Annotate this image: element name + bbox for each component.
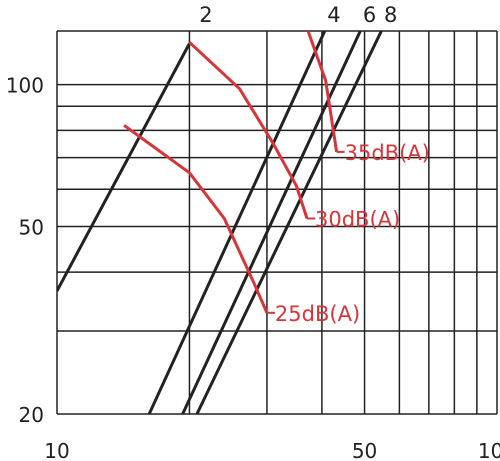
series-lines bbox=[57, 31, 383, 414]
grid bbox=[56, 30, 498, 415]
y-tick-label: 100 bbox=[6, 74, 44, 98]
series-line bbox=[181, 31, 362, 414]
x-tick-label: 50 bbox=[352, 439, 377, 461]
curve-label: 25dB(A) bbox=[275, 302, 360, 326]
x-tick-label: 10 bbox=[44, 439, 69, 461]
series-label: 2 bbox=[199, 3, 212, 27]
series-line bbox=[195, 31, 383, 414]
series-line bbox=[57, 42, 191, 292]
curve-label: 35dB(A) bbox=[345, 141, 430, 165]
curve-line bbox=[188, 41, 309, 219]
series-label: 6 bbox=[363, 3, 376, 27]
x-tick-label: 100 bbox=[478, 439, 500, 461]
curve-label: 30dB(A) bbox=[315, 207, 400, 231]
labels: 10 50 100 20 50 100 2 468 25dB(A) 30dB(A) 35dB(A) bbox=[6, 3, 500, 461]
y-tick-label: 50 bbox=[19, 216, 44, 240]
curve-line bbox=[306, 31, 339, 153]
curve-line bbox=[123, 124, 269, 314]
y-tick-label: 20 bbox=[19, 403, 44, 427]
series-line bbox=[147, 31, 327, 414]
series-label: 4 bbox=[327, 3, 340, 27]
curves bbox=[123, 31, 345, 314]
series-label: 8 bbox=[384, 3, 397, 27]
